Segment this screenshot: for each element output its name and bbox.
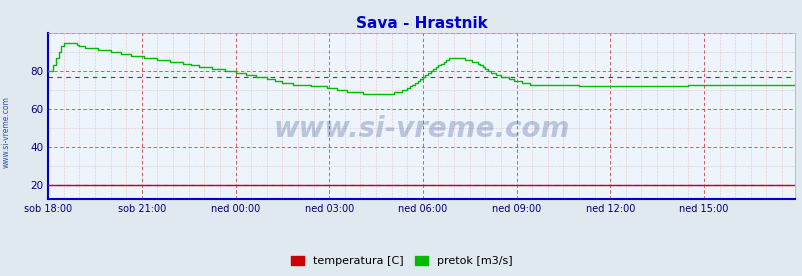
Legend: temperatura [C], pretok [m3/s]: temperatura [C], pretok [m3/s] (286, 251, 516, 270)
Title: Sava - Hrastnik: Sava - Hrastnik (355, 15, 487, 31)
Text: www.si-vreme.com: www.si-vreme.com (2, 97, 11, 168)
Text: www.si-vreme.com: www.si-vreme.com (273, 115, 569, 143)
